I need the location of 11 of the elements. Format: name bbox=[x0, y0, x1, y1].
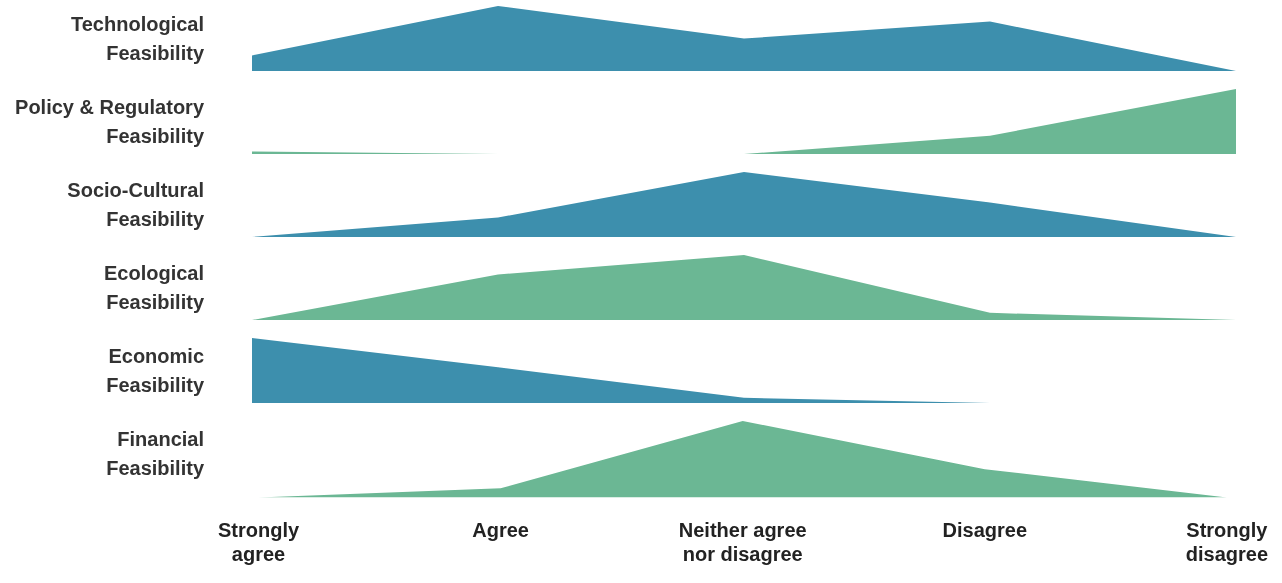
x-tick-label: Strongly disagree bbox=[1185, 519, 1269, 566]
x-tick-label: Disagree bbox=[942, 519, 1028, 542]
x-tick-label: Neither agree nor disagree bbox=[678, 519, 807, 566]
y-axis-title: Economic Feasibility bbox=[105, 344, 204, 398]
y-axis-title: Policy & Regulatory Feasibility bbox=[14, 95, 204, 149]
x-tick-label: Agree bbox=[472, 519, 529, 542]
y-axis-title: Ecological Feasibility bbox=[102, 261, 204, 315]
y-axis-title: Financial Feasibility bbox=[105, 427, 204, 481]
y-axis-title: Technological Feasibility bbox=[70, 12, 204, 66]
y-axis-title: Socio-Cultural Feasibility bbox=[66, 178, 204, 232]
x-tick-label: Strongly agree bbox=[217, 519, 300, 566]
